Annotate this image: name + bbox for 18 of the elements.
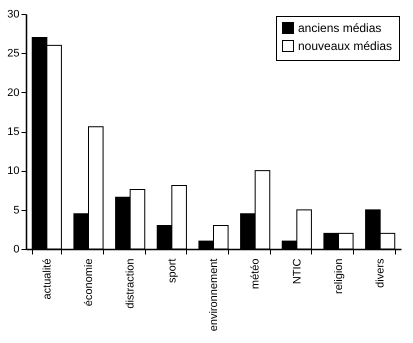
x-tick-label: actualité <box>41 258 54 300</box>
y-tick-label: 10 <box>7 165 20 178</box>
x-tick-label: environnement <box>208 258 220 332</box>
x-tick-label: économie <box>83 258 95 306</box>
legend-label: nouveaux médias <box>298 39 392 53</box>
y-tick-label: 25 <box>7 48 20 60</box>
y-tick-label: 15 <box>7 126 20 138</box>
legend-label: anciens médias <box>298 21 382 35</box>
x-tick-label: sport <box>166 258 178 283</box>
x-tick-label: distraction <box>124 258 137 309</box>
x-tick-label: NTIC <box>291 258 304 284</box>
x-tick-label: météo <box>250 258 262 290</box>
y-tick-label: 0 <box>13 244 20 256</box>
y-tick-label: 5 <box>13 204 20 216</box>
x-tick-label: religion <box>333 258 345 294</box>
y-tick-label: 20 <box>7 86 20 99</box>
y-tick-label: 30 <box>7 8 20 20</box>
x-tick-label: divers <box>374 258 387 288</box>
